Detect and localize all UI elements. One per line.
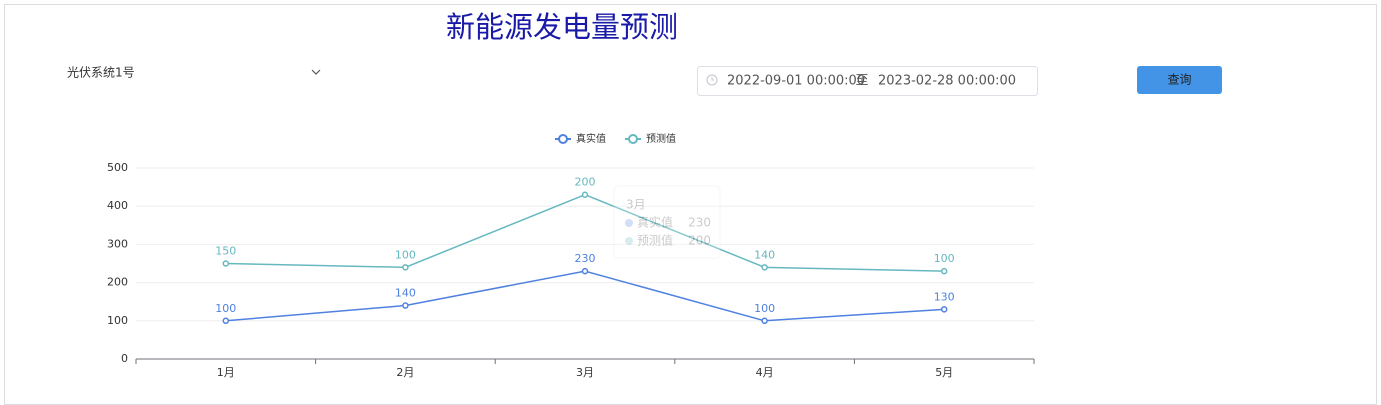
data-label: 230	[575, 252, 596, 265]
point	[940, 306, 948, 313]
legend-label: 真实值	[576, 132, 606, 145]
button-bg	[1137, 66, 1222, 94]
tooltip-marker	[625, 237, 633, 245]
x-tick-label: 3月	[576, 366, 594, 379]
tooltip-value: 230	[688, 216, 711, 230]
date-range[interactable]: 2022-09-01 00:00:00 至 2023-02-28 00:00:0…	[697, 66, 1038, 96]
station-label: 光伏系统1号	[67, 66, 135, 80]
point	[761, 317, 768, 325]
tooltip-marker	[625, 219, 633, 227]
data-label: 140	[395, 287, 416, 300]
station-select[interactable]: 光伏系统1号	[67, 66, 321, 80]
data-label: 100	[754, 302, 775, 315]
x-tick-label: 1月	[217, 366, 235, 379]
point	[581, 191, 589, 198]
page-title: 新能源发电量预测	[446, 10, 678, 44]
point	[402, 302, 409, 309]
tooltip-box	[613, 185, 721, 259]
point	[761, 264, 768, 271]
point	[402, 264, 409, 271]
data-label: 150	[215, 245, 236, 258]
clock-hands	[711, 77, 714, 81]
point	[222, 260, 230, 267]
data-label: 100	[215, 302, 236, 315]
date-box	[697, 66, 1038, 96]
chevron-icon	[311, 69, 321, 75]
point	[581, 267, 589, 275]
button-label: 查询	[1167, 73, 1191, 87]
x-tick-label: 5月	[935, 366, 953, 379]
y-tick-label: 400	[107, 199, 128, 212]
date-separator: 至	[855, 74, 868, 89]
tooltip-value: 200	[688, 234, 711, 248]
tooltip-name: 真实值	[637, 215, 673, 230]
query-button[interactable]: 查询	[1137, 66, 1222, 94]
data-label: 100	[934, 252, 955, 265]
point	[940, 267, 948, 275]
tooltip-title: 3月	[626, 198, 646, 212]
data-label: 200	[575, 176, 596, 189]
legend-marker	[628, 134, 638, 144]
data-label: 100	[395, 248, 416, 261]
clock-icon	[706, 74, 718, 86]
x-tick-label: 2月	[396, 366, 414, 379]
date-end: 2023-02-28 00:00:00	[878, 74, 1016, 89]
data-label: 140	[754, 248, 775, 261]
x-tick-label: 4月	[756, 366, 774, 379]
y-tick-label: 100	[107, 314, 128, 327]
y-tick-label: 200	[107, 276, 128, 289]
date-start: 2022-09-01 00:00:00	[727, 74, 865, 89]
legend-label: 预测值	[646, 132, 676, 145]
tooltip-name: 预测值	[637, 233, 673, 248]
data-label: 130	[934, 290, 955, 303]
y-tick-label: 300	[107, 237, 128, 250]
y-tick-label: 500	[107, 161, 128, 174]
y-tick-label: 0	[121, 352, 128, 365]
legend-marker	[558, 134, 568, 144]
point	[222, 317, 230, 325]
